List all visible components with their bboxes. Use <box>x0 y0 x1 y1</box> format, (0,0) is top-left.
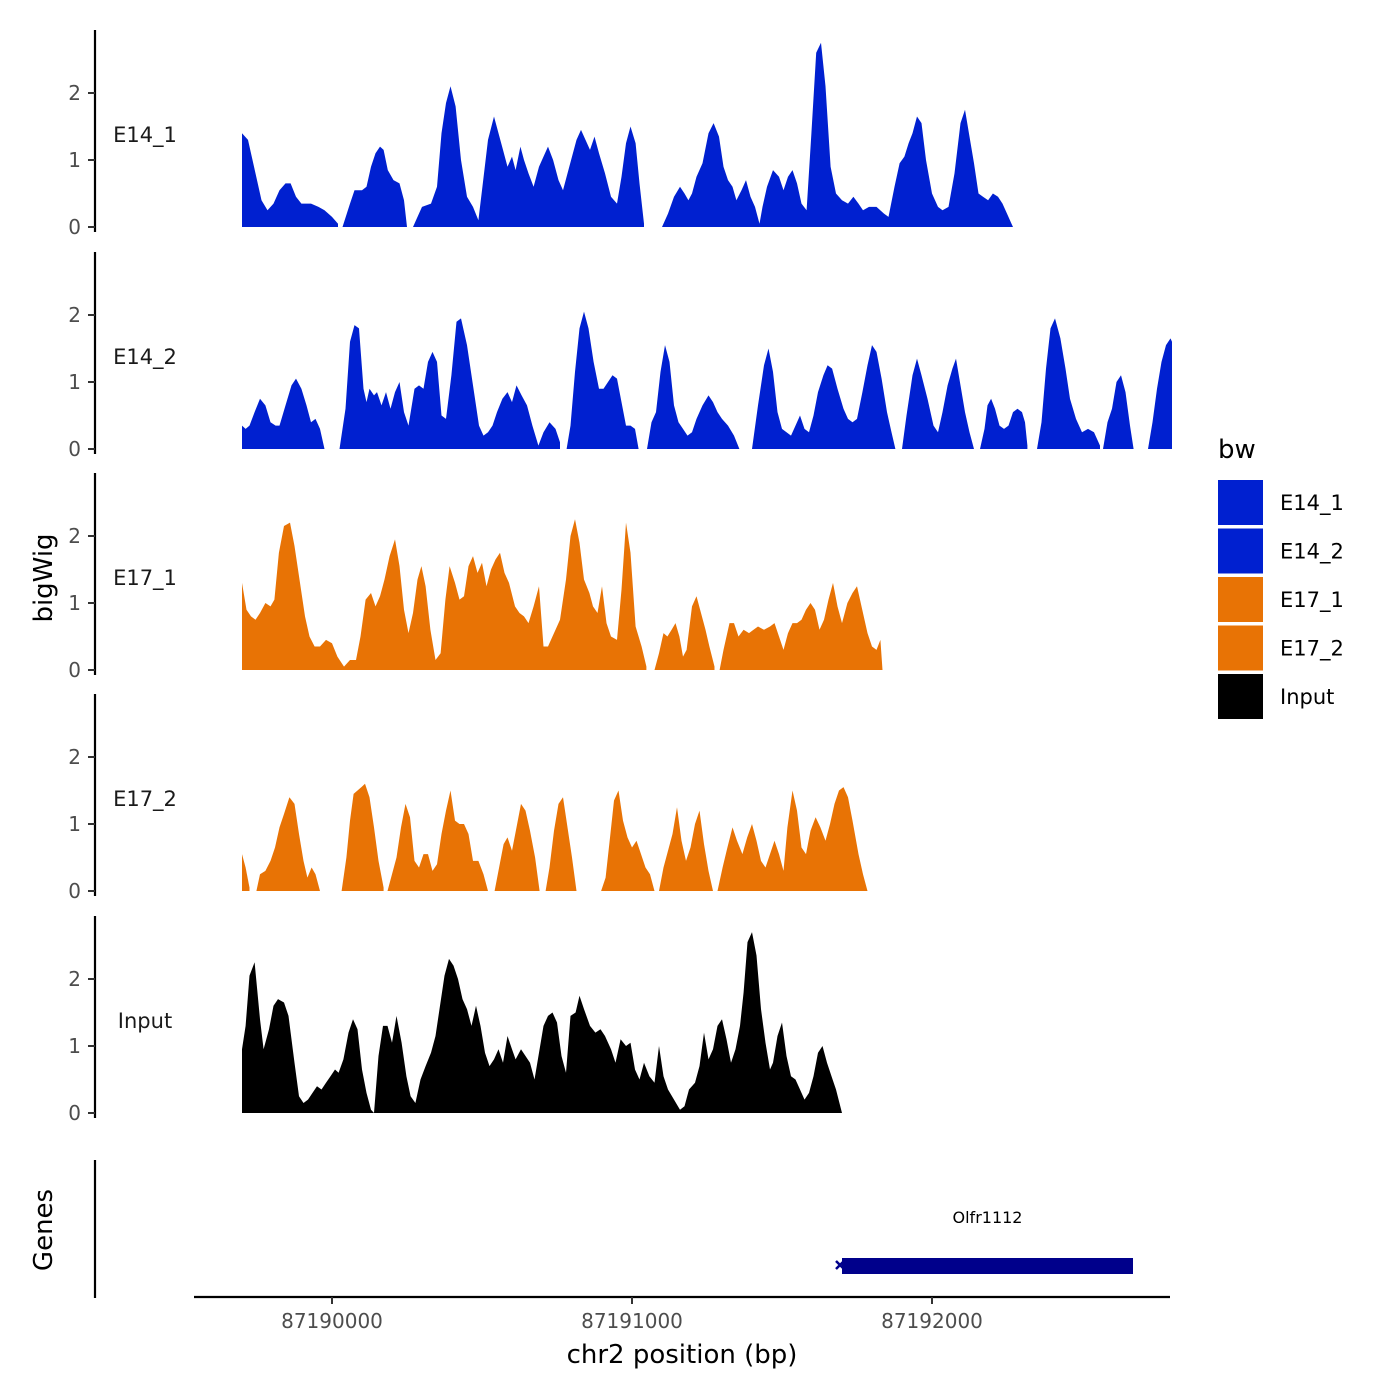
signal-area-E14_2 <box>339 318 560 449</box>
legend-label: E14_1 <box>1280 491 1344 516</box>
x-tick-label: 87191000 <box>581 1309 683 1333</box>
signal-area-E17_2 <box>717 787 868 891</box>
legend-label: E17_2 <box>1280 637 1344 662</box>
legend-swatch <box>1218 674 1263 719</box>
track-panel-Input: 0 1 2 Input <box>68 916 842 1125</box>
y-tick-label: 1 <box>68 591 81 615</box>
y-tick-label: 0 <box>68 215 81 239</box>
signal-area-E14_2 <box>1037 318 1100 449</box>
y-tick-label: 1 <box>68 148 81 172</box>
y-tick-label: 1 <box>68 370 81 394</box>
signal-area-E14_2 <box>242 378 325 449</box>
legend: bw E14_1 E14_2 E17_1 E17_2 Input <box>1218 435 1344 719</box>
signal-area-E14_2 <box>902 358 974 449</box>
signal-area-E17_2 <box>601 790 655 891</box>
signal-area-E14_2 <box>1148 338 1172 449</box>
signal-area-E17_2 <box>494 803 540 891</box>
gene-strand-marker <box>835 1260 845 1270</box>
track-panel-E14_2: 0 1 2 E14_2 <box>68 252 1172 461</box>
gene-label: Olfr1112 <box>953 1208 1023 1227</box>
y-tick-label: 0 <box>68 879 81 903</box>
y-tick-label: 0 <box>68 437 81 461</box>
track-label: E17_1 <box>113 566 177 591</box>
y-tick-label: 2 <box>68 967 81 991</box>
x-tick-label: 87190000 <box>281 1309 383 1333</box>
signal-area-Input <box>242 932 842 1113</box>
signal-area-E14_1 <box>242 133 338 227</box>
x-tick-label: 87192000 <box>881 1309 983 1333</box>
legend-swatch <box>1218 480 1263 525</box>
genes-axis-title: Genes <box>29 1189 59 1271</box>
x-axis: 87190000 87191000 87192000 <box>194 1295 1170 1333</box>
y-tick-label: 1 <box>68 1034 81 1058</box>
track-panels: 0 1 2 E14_1 0 1 2 E14_2 0 1 2 E17_1 0 1 2 E17_2 0 1 2 Input <box>68 30 1172 1125</box>
track-label: Input <box>118 1009 172 1033</box>
legend-title: bw <box>1218 435 1256 465</box>
legend-label: Input <box>1280 685 1334 709</box>
signal-area-E17_1 <box>242 519 647 670</box>
signal-area-E14_2 <box>1103 375 1134 449</box>
legend-swatch <box>1218 625 1263 671</box>
signal-area-E17_1 <box>654 596 715 670</box>
legend-swatch <box>1218 528 1263 574</box>
signal-area-E17_2 <box>387 790 488 891</box>
gene-body <box>842 1258 1133 1274</box>
y-tick-label: 0 <box>68 1101 81 1125</box>
y-tick-label: 0 <box>68 658 81 682</box>
y-tick-label: 1 <box>68 812 81 836</box>
gene-track: Olfr1112 <box>93 1160 1133 1298</box>
track-label: E14_1 <box>113 123 177 148</box>
track-panel-E17_1: 0 1 2 E17_1 <box>68 473 883 682</box>
signal-area-E14_2 <box>980 398 1028 449</box>
signal-area-E17_1 <box>719 582 883 670</box>
y-tick-label: 2 <box>68 81 81 105</box>
track-panel-E17_2: 0 1 2 E17_2 <box>68 694 868 903</box>
signal-area-E17_2 <box>256 797 320 891</box>
signal-area-E17_2 <box>341 783 384 891</box>
signal-area-E17_2 <box>659 807 713 891</box>
signal-area-E17_2 <box>242 854 250 891</box>
signal-area-E17_2 <box>545 797 577 891</box>
y-tick-label: 2 <box>68 524 81 548</box>
y-tick-label: 2 <box>68 745 81 769</box>
legend-label: E17_1 <box>1280 588 1344 613</box>
x-axis-title: chr2 position (bp) <box>567 1340 798 1370</box>
legend-swatch <box>1218 577 1263 622</box>
signal-area-E14_2 <box>566 311 639 449</box>
track-label: E14_2 <box>113 345 177 370</box>
signal-area-E14_1 <box>662 42 1013 227</box>
signal-area-E14_1 <box>342 86 644 227</box>
legend-label: E14_2 <box>1280 540 1344 565</box>
y-axis-title: bigWig <box>29 533 59 622</box>
track-label: E17_2 <box>113 787 177 812</box>
signal-area-E14_2 <box>752 345 896 449</box>
y-tick-label: 2 <box>68 303 81 327</box>
signal-area-E14_2 <box>647 345 740 449</box>
track-panel-E14_1: 0 1 2 E14_1 <box>68 30 1013 239</box>
